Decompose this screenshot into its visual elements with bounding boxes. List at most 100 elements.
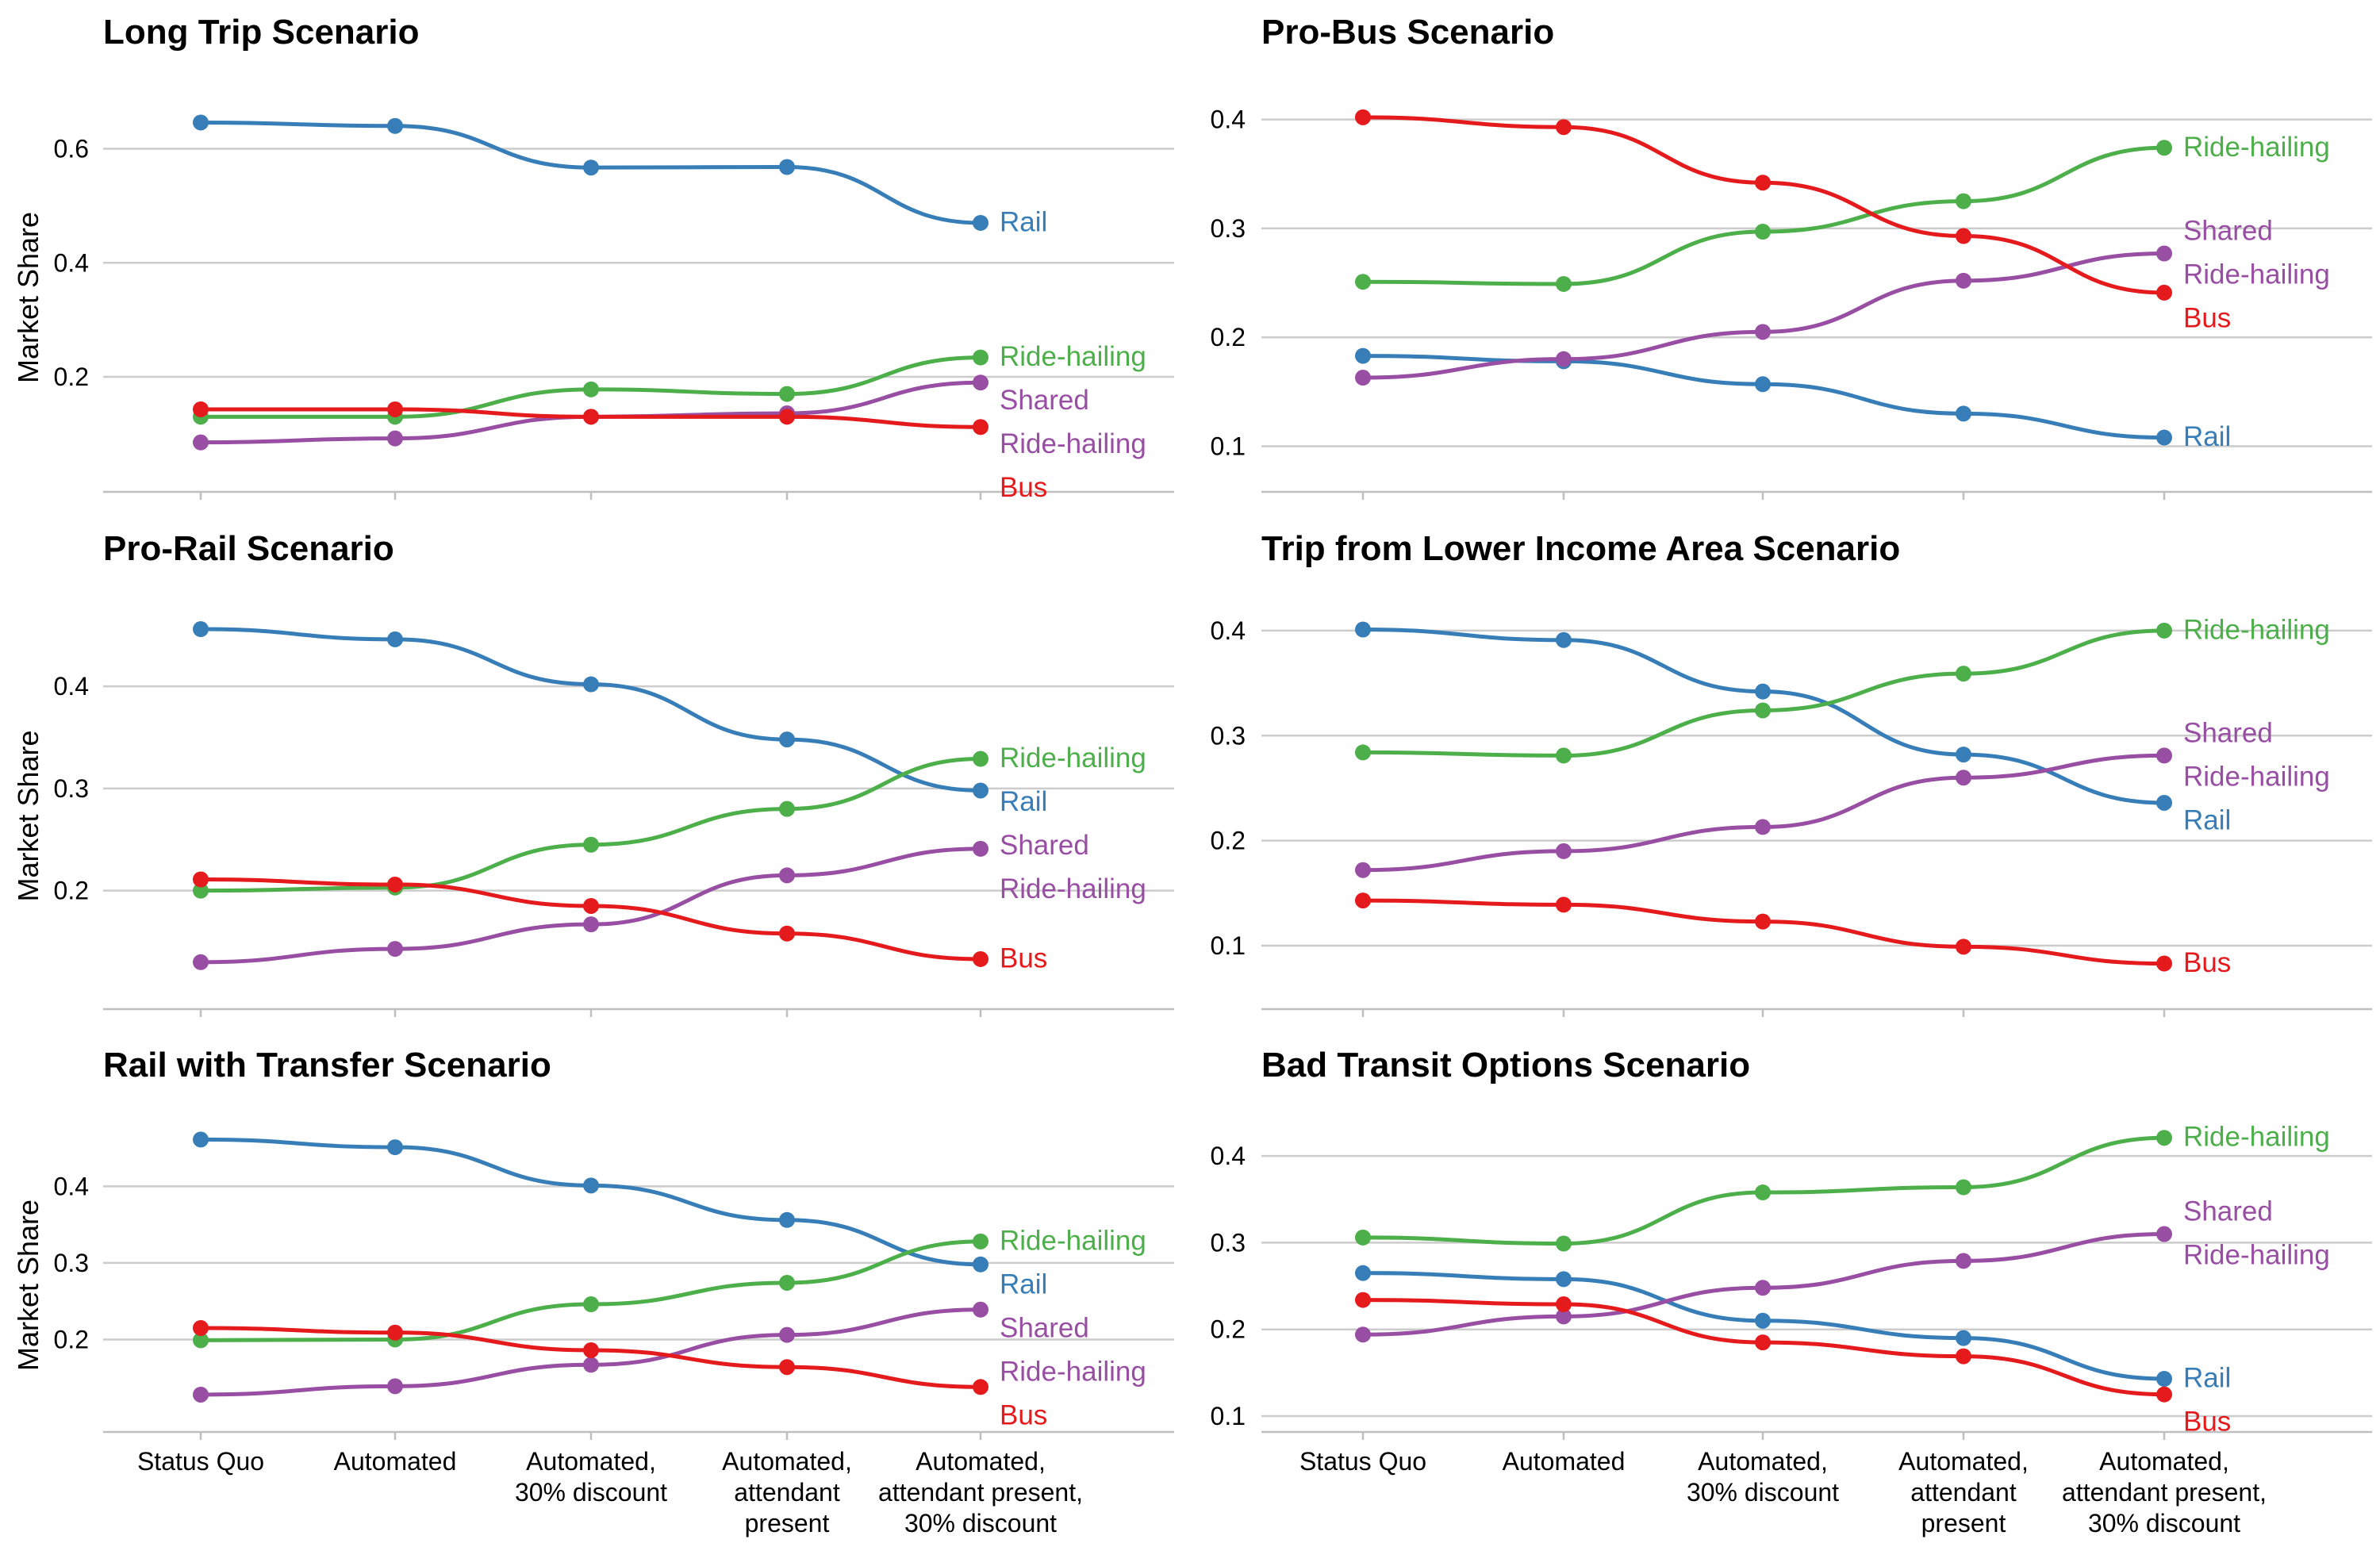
data-point	[583, 1342, 599, 1358]
data-point	[387, 401, 403, 417]
series-end-label: Bus	[2183, 1407, 2231, 1438]
data-point	[779, 925, 795, 942]
series-end-label: Rail	[2183, 804, 2231, 835]
data-point	[1355, 1229, 1371, 1246]
panel-4: Rail with Transfer Scenario 0.2 0.3 0.4 Mark…	[12, 1046, 1174, 1537]
panel-3: Trip from Lower Income Area Scenario 0.1 0…	[1211, 529, 2372, 1017]
series-end-label: Bus	[1000, 1399, 1047, 1430]
series-end-label: Bus	[2183, 947, 2231, 978]
panel-title: Pro-Rail Scenario	[103, 529, 394, 568]
data-point	[1956, 939, 1971, 955]
x-tick-label: Automated, attendant present	[722, 1447, 852, 1537]
data-point	[973, 1233, 988, 1250]
data-point	[779, 867, 795, 884]
y-tick-label: 0.3	[1211, 214, 1246, 243]
series-line-ride-hailing	[1362, 145, 2165, 286]
data-point	[2156, 747, 2172, 764]
y-axis-label: Market Share	[12, 212, 44, 383]
data-point	[387, 1139, 403, 1156]
data-point	[2156, 1371, 2172, 1388]
y-tick-label: 0.2	[1211, 827, 1246, 855]
data-point	[1956, 193, 1971, 209]
data-point	[1355, 1292, 1371, 1308]
data-point	[193, 1332, 209, 1349]
data-point	[2156, 622, 2172, 639]
series-end-label: Shared Ride-hailing	[2183, 1196, 2330, 1271]
data-point	[1355, 744, 1371, 761]
data-point	[779, 800, 795, 817]
data-point	[779, 1211, 795, 1228]
data-point	[779, 1274, 795, 1291]
data-point	[1956, 405, 1971, 422]
data-point	[2156, 955, 2172, 972]
panel-0: Long Trip Scenario 0.2 0.4 0.6 Market Share R…	[12, 13, 1174, 503]
data-point	[583, 409, 599, 425]
data-point	[779, 1359, 795, 1376]
data-point	[2156, 1130, 2172, 1146]
x-tick-label: Automated, attendant present	[1898, 1447, 2029, 1537]
panel-title: Long Trip Scenario	[103, 13, 420, 52]
data-point	[193, 401, 209, 417]
series-end-label: Shared Ride-hailing	[1000, 385, 1146, 459]
series-end-label: Rail	[1000, 206, 1047, 237]
y-tick-label: 0.3	[54, 1249, 89, 1277]
data-point	[387, 430, 403, 447]
data-point	[1556, 843, 1572, 859]
data-point	[1556, 1235, 1572, 1252]
x-tick-label: Automated	[1503, 1447, 1626, 1476]
data-point	[779, 1326, 795, 1343]
y-tick-label: 0.4	[54, 672, 89, 701]
data-point	[387, 1378, 403, 1395]
data-point	[2156, 794, 2172, 811]
data-point	[1556, 896, 1572, 913]
data-point	[193, 882, 209, 899]
data-point	[973, 750, 988, 767]
series-line-ride-hailing	[200, 757, 981, 893]
data-point	[583, 381, 599, 397]
y-tick-label: 0.3	[54, 774, 89, 803]
data-point	[1956, 1179, 1971, 1196]
data-point	[387, 117, 403, 134]
data-point	[2156, 245, 2172, 262]
panel-1: Pro-Bus Scenario 0.1 0.2 0.3 0.4 Ride-hailing…	[1211, 13, 2372, 500]
series-end-label: Bus	[2183, 302, 2231, 333]
y-tick-label: 0.3	[1211, 1228, 1246, 1257]
series-end-label: Ride-hailing	[1000, 743, 1146, 774]
data-point	[2156, 1226, 2172, 1242]
y-tick-label: 0.4	[54, 248, 89, 277]
y-tick-label: 0.4	[1211, 106, 1246, 134]
y-tick-label: 0.1	[1211, 1402, 1246, 1430]
data-point	[2156, 1386, 2172, 1403]
data-point	[1755, 683, 1771, 700]
y-tick-label: 0.2	[1211, 323, 1246, 351]
data-point	[1355, 1265, 1371, 1281]
data-point	[1956, 747, 1971, 763]
data-point	[1956, 666, 1971, 682]
series-line-shared-ride-hailing	[1362, 753, 2165, 873]
x-tick-label: Status Quo	[137, 1447, 264, 1476]
data-point	[1755, 324, 1771, 340]
data-point	[1755, 702, 1771, 719]
series-end-label: Ride-hailing	[1000, 1225, 1146, 1256]
panel-title: Trip from Lower Income Area Scenario	[1261, 529, 1900, 568]
data-point	[1956, 1253, 1971, 1269]
data-point	[973, 782, 988, 799]
data-point	[779, 731, 795, 748]
data-point	[1556, 119, 1572, 136]
data-point	[1556, 1308, 1572, 1325]
data-point	[1355, 621, 1371, 638]
data-point	[1355, 892, 1371, 909]
y-axis-label: Market Share	[12, 730, 44, 901]
data-point	[1556, 351, 1572, 367]
data-point	[1755, 1312, 1771, 1329]
data-point	[583, 1296, 599, 1313]
series-line-bus	[1362, 898, 2165, 966]
data-point	[1755, 175, 1771, 191]
data-point	[1556, 1296, 1572, 1313]
panel-title: Bad Transit Options Scenario	[1261, 1046, 1750, 1084]
data-point	[583, 916, 599, 933]
panel-5: Bad Transit Options Scenario 0.1 0.2 0.3 0.4…	[1211, 1046, 2372, 1537]
data-point	[1355, 274, 1371, 290]
x-tick-label: Automated	[334, 1447, 457, 1476]
